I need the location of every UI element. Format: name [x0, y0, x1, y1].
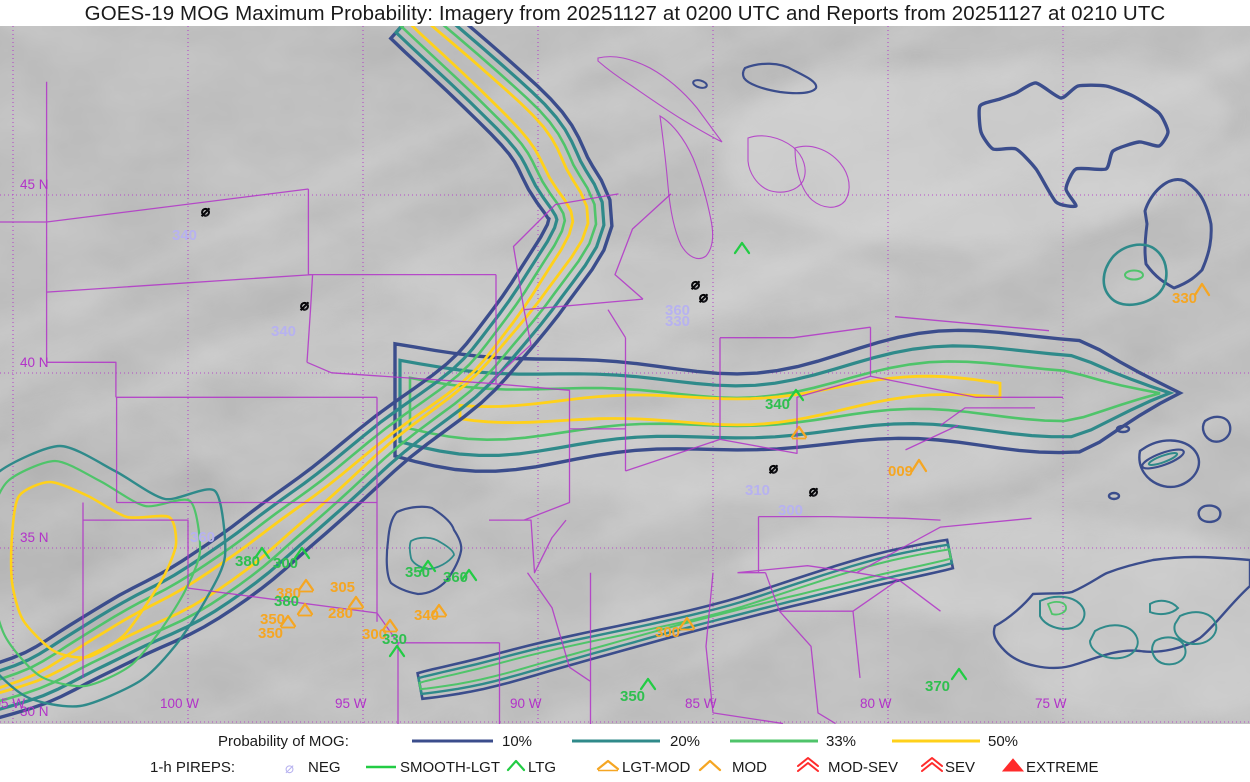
svg-text:NEG: NEG [308, 759, 341, 776]
svg-text:⌀: ⌀ [285, 760, 294, 777]
svg-text:90 W: 90 W [510, 696, 542, 711]
svg-text:360: 360 [443, 569, 468, 586]
svg-text:33%: 33% [826, 733, 856, 750]
svg-text:340: 340 [172, 227, 197, 244]
svg-text:350: 350 [258, 625, 283, 642]
svg-text:305: 305 [330, 579, 355, 596]
svg-text:1-h PIREPS:: 1-h PIREPS: [150, 759, 235, 776]
svg-text:20%: 20% [670, 733, 700, 750]
svg-text:MOD-SEV: MOD-SEV [828, 759, 898, 776]
svg-text:340: 340 [271, 323, 296, 340]
svg-text:340: 340 [414, 607, 439, 624]
svg-text:280: 280 [328, 605, 353, 622]
svg-text:SEV: SEV [945, 759, 975, 776]
svg-text:10%: 10% [502, 733, 532, 750]
svg-text:LTG: LTG [528, 759, 556, 776]
svg-text:45 N: 45 N [20, 177, 49, 192]
svg-text:95 W: 95 W [335, 696, 367, 711]
svg-text:50%: 50% [988, 733, 1018, 750]
svg-text:105 W: 105 W [0, 696, 25, 711]
svg-text:EXTREME: EXTREME [1026, 759, 1099, 776]
svg-text:330: 330 [665, 313, 690, 330]
svg-text:350: 350 [405, 564, 430, 581]
svg-text:MOD: MOD [732, 759, 767, 776]
svg-text:380: 380 [235, 553, 260, 570]
svg-text:100 W: 100 W [160, 696, 199, 711]
svg-text:SMOOTH-LGT: SMOOTH-LGT [400, 759, 500, 776]
svg-text:75 W: 75 W [1035, 696, 1067, 711]
svg-text:330: 330 [382, 631, 407, 648]
svg-text:330: 330 [1172, 290, 1197, 307]
svg-text:85 W: 85 W [685, 696, 717, 711]
svg-text:310: 310 [745, 482, 770, 499]
svg-text:Probability of MOG:: Probability of MOG: [218, 733, 349, 750]
svg-text:350: 350 [620, 688, 645, 705]
svg-text:40 N: 40 N [20, 355, 49, 370]
svg-text:LGT-MOD: LGT-MOD [622, 759, 691, 776]
svg-text:380: 380 [274, 593, 299, 610]
svg-text:340: 340 [765, 396, 790, 413]
svg-text:35 N: 35 N [20, 530, 49, 545]
svg-text:300: 300 [655, 624, 680, 641]
svg-text:300: 300 [273, 555, 298, 572]
svg-text:370: 370 [925, 678, 950, 695]
svg-text:300: 300 [778, 502, 803, 519]
svg-text:360: 360 [190, 529, 215, 546]
svg-text:009: 009 [888, 463, 913, 480]
svg-text:80 W: 80 W [860, 696, 892, 711]
